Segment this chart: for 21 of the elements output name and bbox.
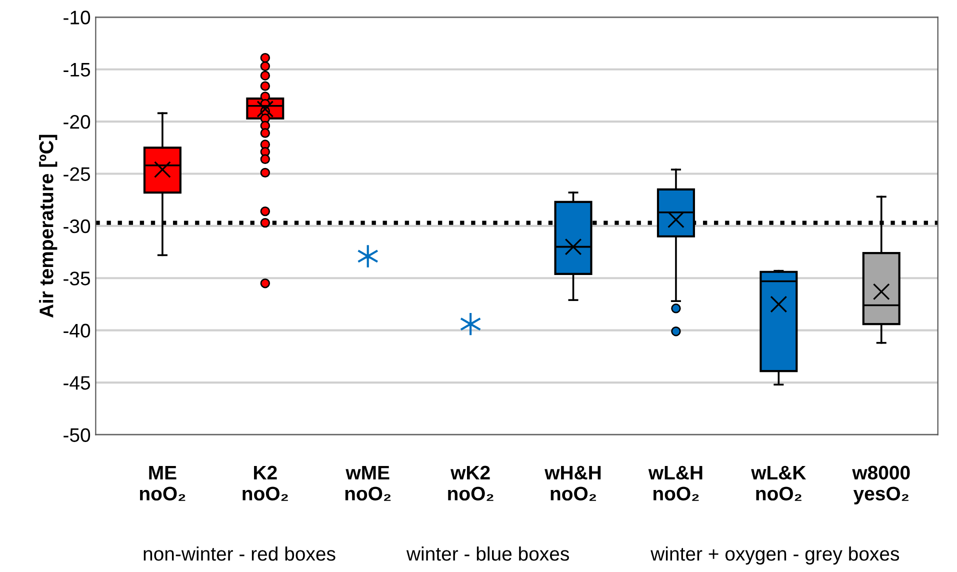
- text: winter + oxygen - grey boxes: [650, 546, 900, 565]
- y-tick-label: -45: [64, 376, 90, 390]
- y-tick-label: -10: [64, 10, 90, 24]
- y-tick-label: -40: [64, 324, 90, 338]
- text: non-winter - red boxes: [144, 546, 336, 561]
- y-axis-title: Air temperature [ºC]: [39, 134, 58, 318]
- y-tick-label: -25: [64, 167, 90, 181]
- y-tick-label: -30: [64, 219, 90, 234]
- x-tick-label: ME noO₂: [140, 466, 186, 501]
- y-tick-label: -20: [64, 115, 90, 129]
- y-tick-label: -35: [64, 272, 90, 286]
- x-tick-label: wK2 noO₂: [448, 466, 494, 501]
- x-tick-label: w8000 yesO₂: [852, 466, 910, 504]
- x-tick-label: wME noO₂: [345, 466, 391, 501]
- y-tick-label: -50: [64, 428, 90, 442]
- x-tick-label: K2 noO₂: [242, 466, 288, 501]
- x-tick-label: wL&K noO₂: [751, 466, 806, 501]
- y-tick-label: -15: [64, 63, 90, 77]
- x-tick-label: wH&H noO₂: [544, 466, 601, 501]
- text: winter - blue boxes: [406, 546, 569, 561]
- x-tick-label: wL&H noO₂: [648, 466, 702, 501]
